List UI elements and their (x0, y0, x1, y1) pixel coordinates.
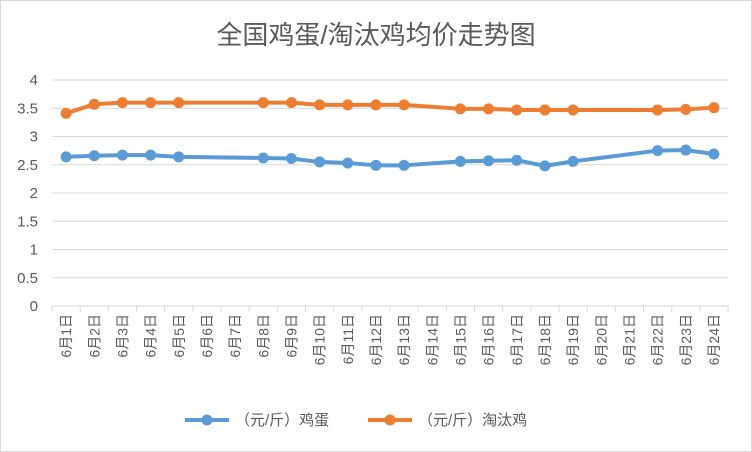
series-layer (60, 97, 720, 172)
x-tick-label: 6月23日 (678, 314, 694, 365)
data-point (398, 159, 410, 171)
data-point (145, 97, 157, 109)
legend: （元/斤）鸡蛋 （元/斤）淘汰鸡 (185, 412, 527, 429)
x-tick-label: 6月12日 (368, 314, 384, 365)
data-point (88, 98, 100, 110)
y-tick-label: 4 (30, 72, 38, 89)
data-point (314, 156, 326, 168)
x-tick-label: 6月22日 (650, 314, 666, 365)
data-point (145, 149, 157, 161)
data-point (314, 99, 326, 111)
x-tick-label: 6月18日 (537, 314, 553, 365)
data-point (680, 103, 692, 115)
series-2 (60, 97, 720, 119)
y-tick-label: 3.5 (17, 100, 38, 117)
x-tick-label: 6月1日 (58, 314, 74, 358)
data-point (539, 160, 551, 172)
data-point (511, 154, 523, 166)
legend-label: （元/斤）鸡蛋 (235, 412, 329, 429)
legend-label: （元/斤）淘汰鸡 (418, 412, 527, 429)
data-point (652, 145, 664, 157)
data-point (173, 97, 185, 109)
data-point (539, 104, 551, 116)
data-point (567, 155, 579, 167)
x-tick-label: 6月21日 (621, 314, 637, 365)
legend-item-1: （元/斤）鸡蛋 (185, 412, 329, 429)
data-point (257, 97, 269, 109)
data-point (370, 99, 382, 111)
legend-swatch-marker (384, 414, 396, 426)
x-axis-ticks: 6月1日 6月2日 6月3日 6月4日 6月5日 6月6日 6月7日 6月8日 6月9日 6月10… (51, 306, 729, 365)
data-point (370, 159, 382, 171)
chart-title: 全国鸡蛋/淘汰鸡均价走势图 (216, 20, 535, 50)
series-line (66, 148, 715, 168)
x-tick-label: 6月20日 (593, 314, 609, 365)
y-tick-label: 2 (30, 185, 38, 202)
data-point (708, 148, 720, 160)
x-tick-label: 6月8日 (255, 314, 271, 358)
legend-swatch-marker (201, 414, 213, 426)
data-point (342, 157, 354, 169)
y-tick-label: 3 (30, 129, 38, 146)
data-point (173, 151, 185, 163)
data-point (60, 151, 72, 163)
x-tick-label: 6月4日 (143, 314, 159, 358)
x-tick-label: 6月10日 (312, 314, 328, 365)
x-tick-label: 6月5日 (171, 314, 187, 358)
x-tick-label: 6月2日 (86, 314, 102, 358)
y-tick-label: 1 (30, 242, 38, 259)
x-tick-label: 6月24日 (706, 314, 722, 365)
y-axis-ticks: 0 0.5 1 1.5 2 2.5 3 3.5 4 (17, 72, 38, 315)
data-point (116, 97, 128, 109)
y-tick-label: 1.5 (17, 213, 38, 230)
data-point (652, 104, 664, 116)
y-tick-label: 2.5 (17, 157, 38, 174)
x-tick-label: 6月16日 (481, 314, 497, 365)
x-tick-label: 6月9日 (283, 314, 299, 358)
data-point (567, 104, 579, 116)
x-tick-label: 6月6日 (199, 314, 215, 358)
x-tick-label: 6月14日 (424, 314, 440, 365)
data-point (285, 153, 297, 165)
x-tick-label: 6月13日 (396, 314, 412, 365)
data-point (285, 97, 297, 109)
y-tick-label: 0.5 (17, 270, 38, 287)
data-point (454, 155, 466, 167)
x-tick-label: 6月3日 (114, 314, 130, 358)
y-tick-label: 0 (30, 298, 38, 315)
data-point (60, 107, 72, 119)
data-point (454, 103, 466, 115)
x-tick-label: 6月15日 (452, 314, 468, 365)
data-point (680, 144, 692, 156)
x-tick-label: 6月11日 (340, 314, 356, 364)
data-point (511, 104, 523, 116)
x-tick-label: 6月7日 (227, 314, 243, 358)
data-point (342, 99, 354, 111)
gridlines (52, 79, 728, 307)
x-tick-label: 6月17日 (509, 314, 525, 365)
data-point (88, 150, 100, 162)
data-point (257, 152, 269, 164)
legend-item-2: （元/斤）淘汰鸡 (368, 412, 527, 429)
data-point (398, 99, 410, 111)
series-1 (60, 144, 720, 172)
x-tick-label: 6月19日 (565, 314, 581, 365)
data-point (483, 155, 495, 167)
data-point (116, 149, 128, 161)
data-point (483, 103, 495, 115)
data-point (708, 102, 720, 114)
